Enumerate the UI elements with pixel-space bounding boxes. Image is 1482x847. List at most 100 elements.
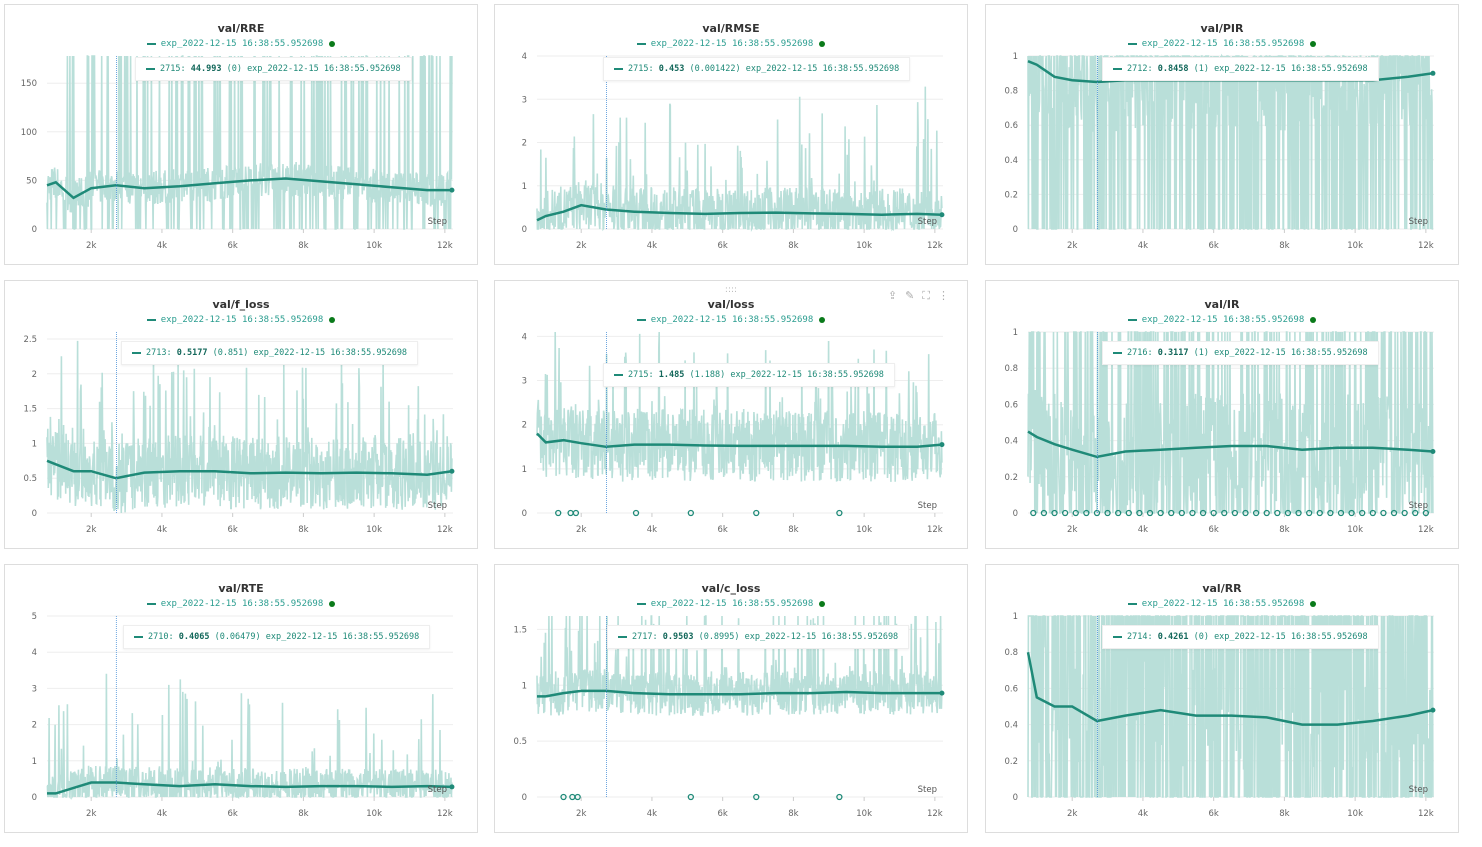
tooltip-run: exp_2022-12-15 16:38:55.952698 xyxy=(247,64,401,74)
chart-panel[interactable]: 0 0.2 0.4 0.6 0.8 1 2k 4k 6k 8k 10k 12k Step val/IR e… xyxy=(985,280,1459,549)
tooltip-raw: (1) xyxy=(1193,348,1209,358)
y-tick-label: 4 xyxy=(522,52,527,62)
zero-marker xyxy=(1061,509,1069,517)
chart-panel[interactable]: 0 50 100 150 2k 4k 6k 8k 10k 12k Step val/RRE exp_2… xyxy=(4,4,478,265)
x-tick-label: 2k xyxy=(576,241,586,251)
zero-marker xyxy=(836,793,843,801)
zero-marker xyxy=(1337,509,1345,517)
tooltip-step: 2710 xyxy=(148,632,169,642)
legend[interactable]: exp_2022-12-15 16:38:55.952698 xyxy=(495,315,967,325)
tooltip-value: 1.485 xyxy=(658,370,685,380)
raw-series-line xyxy=(536,331,943,482)
legend[interactable]: exp_2022-12-15 16:38:55.952698 xyxy=(5,315,477,325)
zero-marker xyxy=(1327,509,1334,517)
chart-panel[interactable]: 0 0.2 0.4 0.6 0.8 1 2k 4k 6k 8k 10k 12k Step val/RR e… xyxy=(985,564,1459,833)
legend-swatch xyxy=(1127,602,1137,605)
series-end-point xyxy=(449,187,455,193)
smoothed-series-line xyxy=(1027,430,1433,459)
x-tick-label: 10k xyxy=(1347,525,1363,535)
chart-panel[interactable]: 0 1 2 3 4 2k 4k 6k 8k 10k 12k Step val/RMSE exp_2022… xyxy=(494,4,968,265)
chart-title: val/RTE xyxy=(218,582,264,595)
x-tick-label: 12k xyxy=(1418,241,1434,251)
zero-marker xyxy=(1221,509,1228,517)
x-tick-label: 4k xyxy=(647,809,657,819)
tooltip-raw: (1.188) xyxy=(689,370,726,380)
chart-panel[interactable]: 0 1 2 3 4 5 2k 4k 6k 8k 10k 12k Step val/RTE exp_2022… xyxy=(4,564,478,833)
tooltip-swatch xyxy=(146,67,155,70)
tooltip-swatch xyxy=(132,351,141,354)
series-end-point xyxy=(449,784,455,790)
legend-swatch xyxy=(1127,42,1137,45)
legend-run-name: exp_2022-12-15 16:38:55.952698 xyxy=(160,39,324,49)
x-tick-label: 2k xyxy=(1067,241,1077,251)
edit-icon[interactable]: ✎ xyxy=(905,289,923,302)
chart-panel[interactable]: 0 0.5 1 1.5 2 2.5 2k 4k 6k 8k 10k 12k Step val/f_loss… xyxy=(4,280,478,549)
tooltip-value: 0.4261 xyxy=(1157,632,1189,642)
x-tick-label: 10k xyxy=(1347,241,1363,251)
tooltip-swatch xyxy=(134,635,143,638)
series-end-point xyxy=(1430,707,1436,713)
fullscreen-icon[interactable]: ⛶ xyxy=(922,289,938,302)
chart-panel[interactable]: 0 0.5 1 1.5 2k 4k 6k 8k 10k 12k Step val/c_loss exp… xyxy=(494,564,968,833)
x-tick-label: 6k xyxy=(227,809,237,819)
zero-marker xyxy=(687,509,694,517)
y-tick-label: 0.5 xyxy=(23,474,37,484)
y-tick-label: 1 xyxy=(1013,328,1018,338)
chart-title: val/c_loss xyxy=(701,582,761,595)
tooltip-step: 2717 xyxy=(632,632,653,642)
x-tick-label: 2k xyxy=(1067,525,1077,535)
x-tick-label: 4k xyxy=(1138,809,1148,819)
legend[interactable]: exp_2022-12-15 16:38:55.952698 xyxy=(495,599,967,609)
zero-marker xyxy=(1348,509,1355,517)
tooltip-value: 0.3117 xyxy=(1157,348,1189,358)
legend-swatch xyxy=(636,602,646,605)
zero-marker xyxy=(1369,509,1376,517)
x-tick-label: 6k xyxy=(717,809,727,819)
x-axis-label: Step xyxy=(1409,785,1428,795)
series-end-point xyxy=(939,442,945,448)
x-tick-label: 12k xyxy=(927,809,943,819)
x-tick-label: 12k xyxy=(1418,525,1434,535)
legend-swatch xyxy=(146,42,156,45)
legend-run-name: exp_2022-12-15 16:38:55.952698 xyxy=(160,315,324,325)
legend[interactable]: exp_2022-12-15 16:38:55.952698 xyxy=(986,315,1458,325)
zero-marker xyxy=(1115,509,1122,517)
zero-marker xyxy=(1146,509,1154,517)
x-tick-label: 4k xyxy=(157,809,167,819)
y-tick-label: 1 xyxy=(522,465,527,475)
smoothed-series-line xyxy=(536,432,943,449)
tooltip-step: 2713 xyxy=(146,348,167,358)
hover-tooltip: 2713: 0.5177 (0.851) exp_2022-12-15 16:3… xyxy=(121,341,419,365)
y-tick-label: 0 xyxy=(1013,793,1018,803)
raw-series-line xyxy=(46,340,453,514)
y-tick-label: 0.6 xyxy=(1004,684,1018,694)
series-end-point xyxy=(939,212,945,218)
legend[interactable]: exp_2022-12-15 16:38:55.952698 xyxy=(5,39,477,49)
share-icon[interactable]: ⇪ xyxy=(887,289,906,302)
chart-panel[interactable]: 0 0.2 0.4 0.6 0.8 1 2k 4k 6k 8k 10k 12k Step val/PIR … xyxy=(985,4,1459,265)
zero-marker xyxy=(753,509,760,517)
chart-panel[interactable]: 0 1 2 3 4 2k 4k 6k 8k 10k 12k Step val/loss exp_2022… xyxy=(494,280,968,549)
legend[interactable]: exp_2022-12-15 16:38:55.952698 xyxy=(986,599,1458,609)
zero-marker xyxy=(1390,509,1398,517)
tooltip-raw: (1) xyxy=(1193,64,1209,74)
more-icon[interactable]: ⋮ xyxy=(938,289,957,302)
tooltip-swatch xyxy=(614,67,623,70)
legend[interactable]: exp_2022-12-15 16:38:55.952698 xyxy=(986,39,1458,49)
run-status-dot xyxy=(819,600,826,607)
tooltip-run: exp_2022-12-15 16:38:55.952698 xyxy=(1214,348,1368,358)
y-tick-label: 0.6 xyxy=(1004,400,1018,410)
legend[interactable]: exp_2022-12-15 16:38:55.952698 xyxy=(5,599,477,609)
raw-series-line xyxy=(1027,331,1434,514)
y-tick-label: 2 xyxy=(32,370,37,380)
tooltip-raw: (0.851) xyxy=(212,348,249,358)
y-tick-label: 0 xyxy=(522,225,527,235)
legend[interactable]: exp_2022-12-15 16:38:55.952698 xyxy=(495,39,967,49)
x-tick-label: 10k xyxy=(366,809,382,819)
x-tick-label: 4k xyxy=(647,241,657,251)
drag-handle[interactable]: :::: xyxy=(724,285,738,295)
y-tick-label: 0 xyxy=(1013,509,1018,519)
run-status-dot xyxy=(1310,40,1317,47)
x-tick-label: 10k xyxy=(856,809,872,819)
x-tick-label: 4k xyxy=(157,525,167,535)
